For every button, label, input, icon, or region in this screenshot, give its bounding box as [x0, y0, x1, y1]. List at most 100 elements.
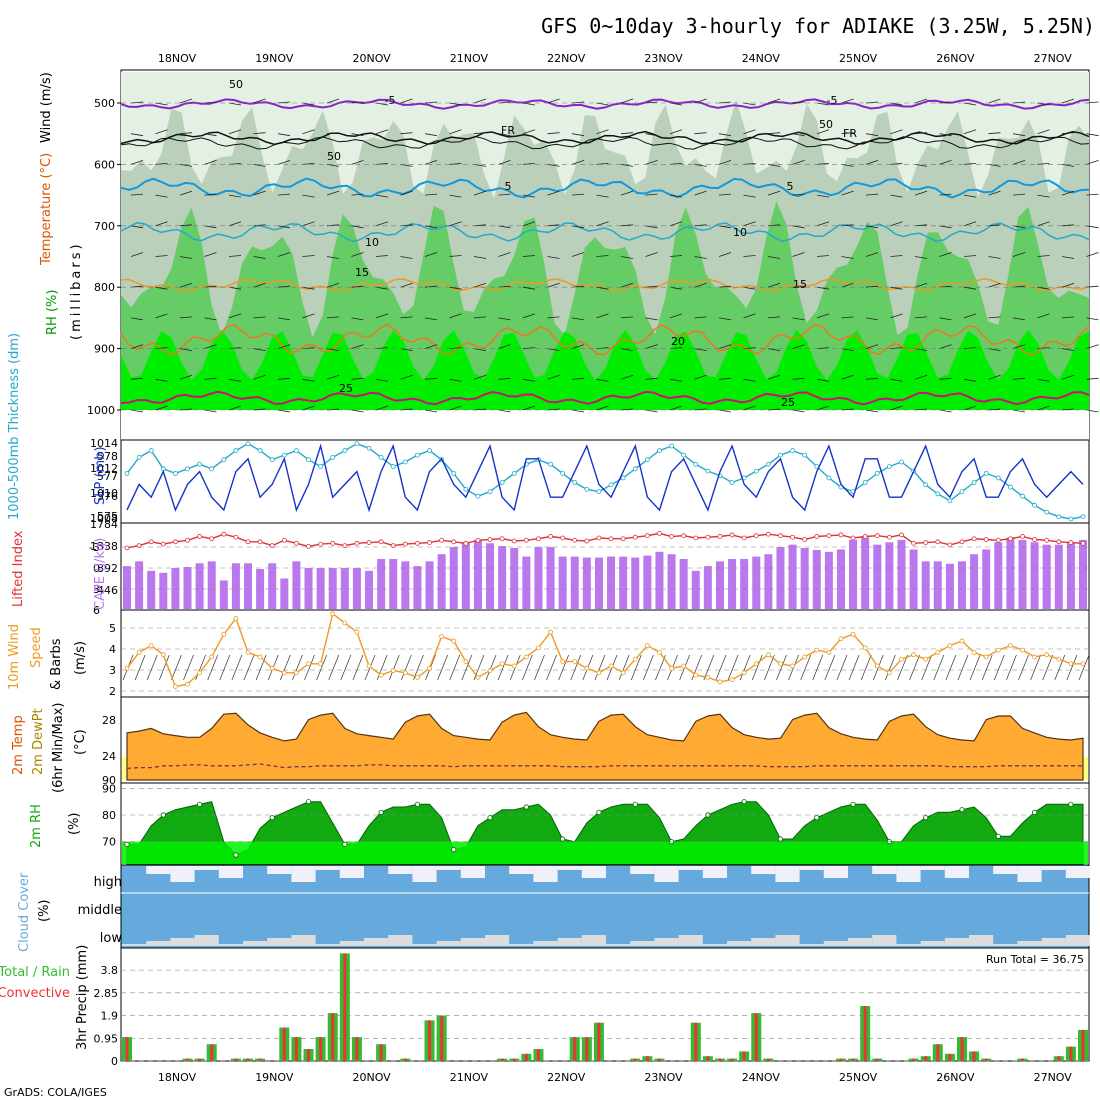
wind-speed-line-point: [185, 681, 190, 687]
wind-barb: [1061, 190, 1075, 196]
cloud-low-block: [122, 944, 147, 946]
wind-speed-line-point: [608, 663, 614, 669]
wind-barb: [963, 102, 977, 106]
wind-barb: [219, 654, 231, 681]
wind-speed-line-point: [439, 634, 445, 639]
cloud-low-block: [1065, 935, 1090, 946]
cloud-high-block: [194, 866, 219, 870]
precip-convective-bar: [573, 1037, 577, 1061]
lifted-index-line-point: [838, 532, 844, 538]
wind-barb: [253, 98, 266, 104]
wind-speed-line-point: [899, 656, 904, 662]
wind-barb: [546, 654, 557, 681]
wind-barb: [865, 344, 879, 349]
wind-barb: [1042, 654, 1054, 681]
wind10-label-3: & Barbs: [49, 638, 64, 690]
cloud-low-block: [920, 941, 945, 946]
cloud-high-block: [751, 866, 776, 874]
wind-barb: [351, 317, 364, 321]
lifted-index-line-point: [826, 533, 832, 539]
wind-speed-line-point: [596, 670, 602, 676]
thickness-line-point: [378, 455, 384, 460]
cloud-low-block: [315, 944, 340, 946]
wind-speed-line-point: [124, 665, 130, 671]
wind-speed-line-point: [753, 661, 759, 667]
slp-tick: 1012: [90, 462, 118, 475]
x-tick-top-label: 20NOV: [352, 52, 391, 65]
wind-barb: [620, 282, 634, 288]
wind-barb: [326, 348, 340, 351]
wind-barb: [498, 225, 511, 229]
precip-convective-bar: [633, 1058, 637, 1061]
wind-barb: [792, 133, 805, 137]
lifted-tick: 6: [93, 604, 100, 617]
wind-barb: [449, 405, 462, 411]
rh2m-point: [378, 809, 384, 815]
wind-barb: [351, 133, 364, 137]
wind-barb: [1037, 102, 1050, 106]
wind-barb: [547, 408, 560, 411]
cape-bar: [945, 563, 954, 609]
wind-barb: [243, 654, 255, 681]
wind-barb: [897, 654, 908, 681]
wind-barb: [630, 654, 642, 681]
lifted-index-line-point: [294, 540, 299, 546]
wind-barb: [596, 194, 609, 198]
temp-contour-10: [120, 221, 1090, 243]
cloud-high-block: [291, 866, 316, 882]
lifted-index-line-point: [596, 535, 602, 541]
wind-barb: [890, 194, 903, 198]
precip-total-label: Total / Rain: [0, 965, 70, 980]
cape-bar: [147, 570, 156, 609]
precip-convective-bar: [694, 1022, 698, 1061]
temp-tick: 28: [102, 714, 116, 727]
thickness-line-point: [245, 441, 251, 447]
precip-tick: 0.95: [94, 1032, 119, 1045]
wind-barb: [1012, 252, 1026, 257]
thickness-line-point: [427, 448, 432, 453]
thickness-line-point: [415, 452, 420, 458]
thickness-line-point: [826, 475, 832, 481]
thickness-line-point: [257, 448, 263, 453]
wind-barb: [993, 654, 1005, 681]
wind-barb: [473, 374, 487, 380]
precip-tick: 3.8: [101, 964, 119, 977]
thickness-line-point: [1068, 516, 1074, 522]
cloud-low-block: [460, 938, 485, 946]
lifted-index-line-point: [995, 537, 1001, 543]
wind-barb: [424, 317, 438, 321]
wind-tick: 4: [109, 643, 116, 656]
precip-convective-bar: [851, 1058, 855, 1061]
cape-bar: [703, 566, 712, 609]
rh2m-point: [777, 836, 784, 842]
thickness-line-point: [499, 480, 505, 485]
cape-bar: [679, 558, 688, 609]
wind-speed-line-point: [318, 661, 324, 667]
wind-barb: [691, 654, 703, 681]
wind-barb: [449, 347, 462, 349]
wind-barb: [645, 133, 658, 137]
wind-barb: [571, 252, 585, 257]
wind-barb: [204, 193, 217, 196]
lifted-index-line-point: [790, 534, 795, 540]
cape-panel: -3 0 3 6 1784 1338 892 446 Lifted Index CAPE (J…: [11, 518, 1090, 617]
wind-barb: [718, 193, 732, 196]
temp2m-label-2: 2m DewPt: [31, 708, 46, 775]
wind-speed-line-point: [995, 647, 1001, 653]
wind-barb: [473, 256, 487, 259]
wind-barb: [522, 102, 536, 106]
wind-barb: [277, 193, 291, 196]
precip-convective-bar: [343, 953, 347, 1061]
contour-label: 25: [339, 382, 353, 395]
precip-convective-bar: [742, 1051, 746, 1061]
precip-convective-bar: [246, 1058, 250, 1061]
wind-barb: [302, 286, 315, 290]
wind-barb: [743, 313, 756, 319]
precip-convective-bar: [500, 1058, 504, 1061]
wind-barb: [620, 98, 634, 104]
wind-barb: [375, 255, 389, 257]
cape-bar: [715, 561, 724, 609]
rh2m-base: [122, 841, 1088, 864]
wind-barb: [473, 316, 487, 319]
cloud-high-block: [678, 866, 703, 870]
